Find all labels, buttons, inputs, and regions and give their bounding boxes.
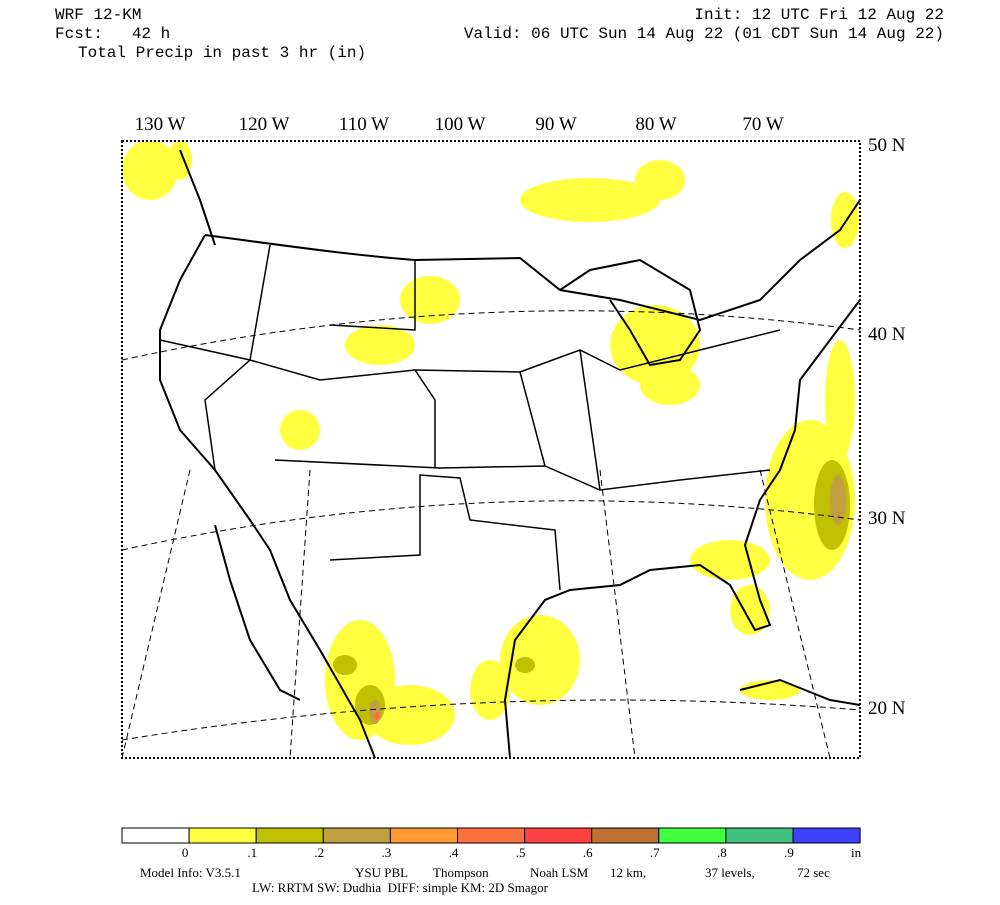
color-legend: 0 .1 .2 .3 .4 .5 .6 .7 .8 .9 in <box>121 827 862 860</box>
longitude-label: 100 W <box>435 114 486 135</box>
longitude-label: 70 W <box>742 114 783 135</box>
legend-label: in <box>851 845 862 860</box>
longitude-label: 120 W <box>239 114 290 135</box>
footer-info: 12 km, <box>610 865 646 880</box>
latitude-label: 20 N <box>868 698 906 719</box>
footer-info: YSU PBL <box>355 865 408 880</box>
footer-info: Noah LSM <box>530 865 589 880</box>
legend-label: .7 <box>650 845 660 860</box>
init-time: Init: 12 UTC Fri 12 Aug 22 <box>694 6 944 24</box>
legend-label: .3 <box>382 845 392 860</box>
map: 130 W 120 W 110 W 100 W 90 W 80 W 70 W 50 N 40 N… <box>121 114 906 759</box>
forecast-hour: Fcst: 42 h <box>55 25 170 43</box>
legend-swatch <box>188 827 257 844</box>
legend-swatch <box>792 827 861 844</box>
legend-label: .2 <box>314 845 324 860</box>
footer-info: Thompson <box>433 865 489 880</box>
legend-label: .6 <box>583 845 593 860</box>
valid-time: Valid: 06 UTC Sun 14 Aug 22 (01 CDT Sun … <box>464 25 944 43</box>
latitude-label: 30 N <box>868 508 906 529</box>
legend-swatch <box>725 827 794 844</box>
latitude-label: 40 N <box>868 324 906 345</box>
coastlines <box>159 149 860 758</box>
footer-info: Model Info: V3.5.1 <box>140 865 241 880</box>
map-border <box>121 140 861 759</box>
graticule <box>122 310 860 758</box>
legend-swatch <box>121 827 190 844</box>
legend-label: 0 <box>182 845 189 860</box>
longitude-label: 110 W <box>339 114 389 135</box>
legend-label: .1 <box>247 845 257 860</box>
longitude-label: 90 W <box>535 114 576 135</box>
legend-swatch <box>591 827 660 844</box>
legend-swatch <box>389 827 458 844</box>
footer-info: 72 sec <box>797 865 830 880</box>
legend-swatch <box>658 827 727 844</box>
map-frame <box>122 141 860 758</box>
longitude-label: 130 W <box>135 114 186 135</box>
footer-info: 37 levels, <box>705 865 755 880</box>
legend-swatch <box>322 827 391 844</box>
longitude-label: 80 W <box>635 114 676 135</box>
legend-label: .9 <box>784 845 794 860</box>
footer: LW: RRTM SW: Dudhia DIFF: simple KM: 2D … <box>140 865 830 895</box>
model-title: WRF 12-KM <box>55 6 141 24</box>
legend-label: .4 <box>449 845 459 860</box>
latitude-label: 50 N <box>868 135 906 156</box>
legend-label: .5 <box>516 845 526 860</box>
legend-label: .8 <box>717 845 727 860</box>
legend-swatch <box>524 827 593 844</box>
footer-physics: LW: RRTM SW: Dudhia DIFF: simple KM: 2D … <box>252 880 549 895</box>
field-title: Total Precip in past 3 hr (in) <box>78 44 366 62</box>
state-lines <box>159 244 781 591</box>
legend-swatch <box>255 827 324 844</box>
legend-swatch <box>457 827 526 844</box>
